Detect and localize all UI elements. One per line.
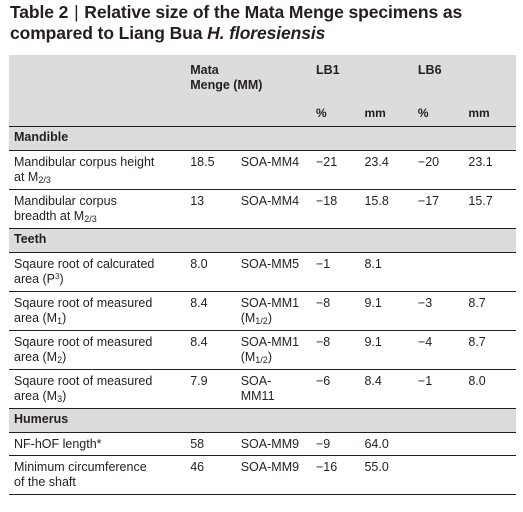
row-label: Sqaure root of measured area (M3): [9, 369, 191, 409]
row-label: Sqaure root of measured area (M1): [9, 291, 191, 331]
subheader-lb6-mm: mm: [468, 103, 516, 127]
table-number: Table 2: [10, 2, 69, 22]
table-row: Minimum circumference of the shaft 46 SOA…: [9, 455, 516, 495]
subheader-lb1-mm: mm: [364, 103, 418, 127]
header-blank: [9, 55, 191, 103]
header-lb6: LB6: [417, 55, 516, 103]
title-species: H. floresiensis: [207, 23, 326, 43]
section-mandible: Mandible: [9, 126, 516, 151]
table-row: Mandibular corpus height at M2/3 18.5 SOA…: [9, 150, 516, 190]
row-label: Sqaure root of calcurated area (P3): [9, 252, 191, 292]
row-label: Sqaure root of measured area (M2): [9, 330, 191, 370]
table-row: Sqaure root of calcurated area (P3) 8.0 S…: [9, 252, 516, 292]
subheader-lb1-pct: %: [315, 103, 365, 127]
table-row: Sqaure root of measured area (M2) 8.4 SOA…: [9, 330, 516, 370]
section-teeth: Teeth: [9, 228, 516, 253]
row-label: NF-hOF length*: [9, 432, 191, 456]
subheader-lb6-pct: %: [417, 103, 469, 127]
title-text: Relative size of the Mata Menge specimen…: [10, 2, 463, 43]
header-lb1: LB1: [315, 55, 418, 103]
table-title: Table 2 | Relative size of the Mata Meng…: [10, 2, 515, 44]
row-label: Mandibular corpus breadth at M2/3: [9, 189, 191, 229]
header-row: Mata Menge (MM) LB1 LB6: [9, 55, 516, 103]
row-label: Minimum circumference of the shaft: [9, 455, 191, 495]
table-row: Sqaure root of measured area (M3) 7.9 SOA…: [9, 369, 516, 409]
table-row: NF-hOF length* 58 SOA-MM9 −9 64.0: [9, 432, 516, 456]
subheader-row: % mm % mm: [9, 103, 516, 127]
table-row: Sqaure root of measured area (M1) 8.4 SOA…: [9, 291, 516, 331]
title-separator: |: [74, 2, 79, 22]
section-humerus: Humerus: [9, 408, 516, 433]
table-row: Mandibular corpus breadth at M2/3 13 SOA-…: [9, 189, 516, 229]
row-label: Mandibular corpus height at M2/3: [9, 150, 191, 190]
header-mata-menge: Mata Menge (MM): [190, 55, 316, 103]
data-table: Mata Menge (MM) LB1 LB6 % mm % mm Mandib…: [9, 55, 516, 495]
